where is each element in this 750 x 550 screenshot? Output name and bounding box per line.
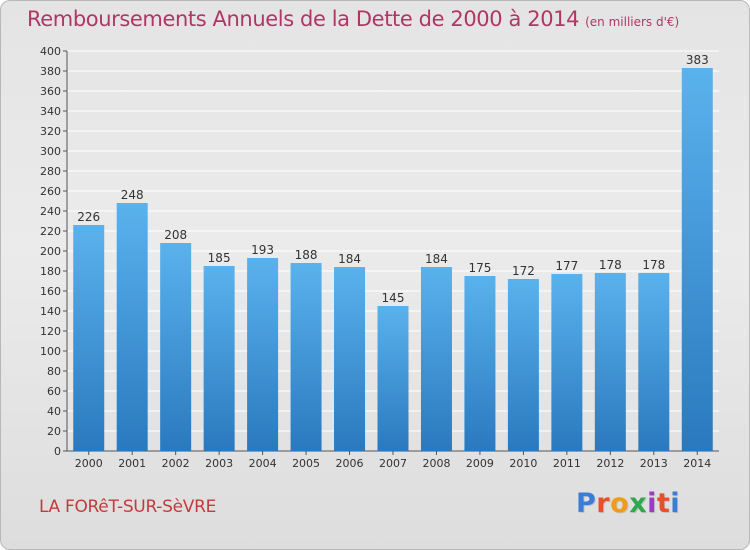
y-tick-label: 260 — [40, 185, 61, 198]
logo-letter: t — [656, 488, 671, 519]
value-label-2009: 175 — [468, 261, 491, 275]
y-tick-label: 100 — [40, 345, 61, 358]
bar-2009 — [464, 276, 496, 451]
x-tick-label-2004: 2004 — [249, 457, 277, 470]
value-label-2005: 188 — [295, 248, 318, 262]
bar-2004 — [247, 258, 279, 451]
y-tick-label: 120 — [40, 325, 61, 338]
chart-title-text: Remboursements Annuels de la Dette de 20… — [27, 7, 580, 31]
x-tick-label-2007: 2007 — [379, 457, 407, 470]
value-label-2002: 208 — [164, 228, 187, 242]
value-label-2004: 193 — [251, 243, 274, 257]
y-tick-label: 360 — [40, 85, 61, 98]
x-tick-label-2012: 2012 — [596, 457, 624, 470]
y-tick-label: 380 — [40, 65, 61, 78]
bar-2000 — [73, 225, 105, 451]
chart-subtitle: (en milliers d'€) — [585, 15, 680, 29]
x-tick-label-2014: 2014 — [683, 457, 711, 470]
x-tick-label-2010: 2010 — [509, 457, 537, 470]
label-layer: 226 2000 248 2001 208 2002 185 2003 193 2004 188 20… — [75, 53, 712, 470]
bar-2003 — [203, 266, 235, 451]
logo-letter: i — [647, 488, 657, 519]
y-tick-label: 140 — [40, 305, 61, 318]
bar-2006 — [334, 267, 366, 451]
y-tick-label: 0 — [54, 445, 61, 458]
y-tick-label: 60 — [47, 385, 61, 398]
y-tick-label: 400 — [40, 45, 61, 58]
value-label-2007: 145 — [382, 291, 405, 305]
bar-2001 — [116, 203, 148, 451]
y-tick-label: 80 — [47, 365, 61, 378]
x-tick-label-2008: 2008 — [422, 457, 450, 470]
bar-2008 — [420, 267, 452, 451]
x-tick-label-2002: 2002 — [162, 457, 190, 470]
y-tick-label: 320 — [40, 125, 61, 138]
bar-2005 — [290, 263, 322, 451]
value-label-2014: 383 — [686, 53, 709, 67]
y-tick-label: 160 — [40, 285, 61, 298]
bar-layer — [73, 68, 713, 451]
bar-2014 — [681, 68, 713, 451]
x-tick-label-2003: 2003 — [205, 457, 233, 470]
x-tick-label-2013: 2013 — [640, 457, 668, 470]
chart-title: Remboursements Annuels de la Dette de 20… — [27, 7, 679, 31]
bar-2012 — [594, 273, 626, 451]
x-tick-label-2006: 2006 — [336, 457, 364, 470]
value-label-2003: 185 — [208, 251, 231, 265]
x-tick-label-2005: 2005 — [292, 457, 320, 470]
y-tick-label: 340 — [40, 105, 61, 118]
bar-2010 — [507, 279, 539, 451]
y-tick-label: 40 — [47, 405, 61, 418]
proxiti-logo: Proxiti — [576, 488, 680, 519]
value-label-2011: 177 — [555, 259, 578, 273]
logo-letter: x — [629, 488, 648, 519]
value-label-2010: 172 — [512, 264, 535, 278]
x-tick-label-2011: 2011 — [553, 457, 581, 470]
y-tick-label: 180 — [40, 265, 61, 278]
bar-2007 — [377, 306, 409, 451]
bar-2011 — [551, 274, 583, 451]
y-tick-label: 200 — [40, 245, 61, 258]
y-tick-label: 20 — [47, 425, 61, 438]
bar-2013 — [638, 273, 670, 451]
value-label-2012: 178 — [599, 258, 622, 272]
logo-letter: i — [670, 488, 681, 519]
bar-2002 — [160, 243, 192, 451]
y-tick-label: 220 — [40, 225, 61, 238]
value-label-2000: 226 — [77, 210, 100, 224]
commune-name: LA FORêT-SUR-SèVRE — [39, 497, 217, 517]
x-tick-label-2001: 2001 — [118, 457, 146, 470]
value-label-2006: 184 — [338, 252, 361, 266]
y-tick-label: 240 — [40, 205, 61, 218]
value-label-2008: 184 — [425, 252, 448, 266]
value-label-2013: 178 — [642, 258, 665, 272]
x-tick-label-2009: 2009 — [466, 457, 494, 470]
y-tick-label: 280 — [40, 165, 61, 178]
logo-letter: o — [610, 488, 630, 519]
x-tick-label-2000: 2000 — [75, 457, 103, 470]
logo-letter: r — [596, 488, 611, 519]
y-tick-label: 300 — [40, 145, 61, 158]
value-label-2001: 248 — [121, 188, 144, 202]
logo-letter: P — [576, 488, 597, 519]
